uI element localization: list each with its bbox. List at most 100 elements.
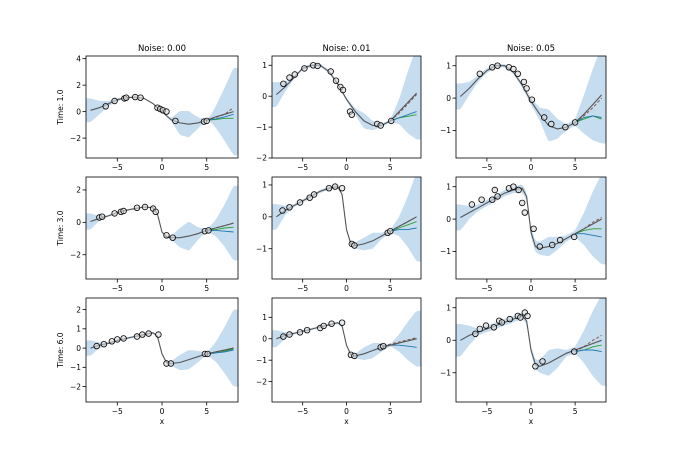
observation-point <box>348 111 355 118</box>
x-tick-label: −5 <box>481 407 492 416</box>
observation-point <box>93 342 100 350</box>
x-tick-label: 5 <box>204 284 209 293</box>
fitted-curve <box>276 64 418 127</box>
observation-point <box>133 204 141 211</box>
observation-point <box>521 209 528 216</box>
observation-point <box>167 360 175 367</box>
x-tick-label: 0 <box>529 163 534 172</box>
y-tick-label: 1 <box>446 303 451 312</box>
confidence-band <box>456 56 606 144</box>
observation-point <box>514 70 521 77</box>
truth-line <box>574 97 602 123</box>
observation-point <box>286 74 293 81</box>
x-tick-label: −5 <box>481 163 492 172</box>
alt-line <box>574 115 602 123</box>
observation-point <box>111 97 118 105</box>
x-tick-label: 0 <box>344 284 349 293</box>
observation-point <box>137 94 144 101</box>
observation-point <box>541 114 548 121</box>
plot-area <box>86 185 238 261</box>
y-tick-label: 0 <box>446 336 451 345</box>
x-tick-label: 5 <box>573 407 578 416</box>
observation-point <box>532 363 539 370</box>
alt-line <box>574 228 602 235</box>
observation-point <box>506 315 513 323</box>
observation-point <box>377 122 384 129</box>
observation-point <box>163 108 170 115</box>
observation-point <box>120 207 127 215</box>
x-tick-label: −5 <box>297 284 308 293</box>
y-tick-label: 0 <box>262 92 267 101</box>
observation-point <box>328 320 335 327</box>
panel-2-2: −5 0 5 −1 0 1 x <box>440 297 607 426</box>
mean-line <box>574 115 602 123</box>
observation-point <box>155 331 162 338</box>
observation-point <box>524 312 531 320</box>
plot-area <box>272 56 421 140</box>
y-tick-label: 0 <box>446 94 451 103</box>
y-tick-label: −1 <box>440 368 451 377</box>
x-tick-label: 5 <box>204 407 209 416</box>
y-tick-label: −2 <box>256 154 267 163</box>
y-tick-label: 2 <box>76 81 81 90</box>
observation-point <box>120 335 127 342</box>
y-axis-label: Time: 1.0 <box>56 89 65 125</box>
observation-point <box>314 62 321 70</box>
observation-point <box>100 341 108 348</box>
alt-line <box>390 221 417 232</box>
observation-point <box>478 196 485 203</box>
x-tick-label: −5 <box>481 284 492 293</box>
observation-point <box>139 331 146 338</box>
observation-point <box>163 232 170 239</box>
y-tick-label: 0 <box>262 334 267 343</box>
observation-point <box>510 65 517 73</box>
plot-area <box>86 309 238 387</box>
observation-point <box>327 68 334 75</box>
observation-point <box>111 210 118 217</box>
panel-title: Noise: 0.00 <box>138 44 186 54</box>
y-tick-label: 2 <box>76 305 81 314</box>
y-tick-label: 0 <box>262 213 267 222</box>
y-axis-label: Time: 3.0 <box>56 210 65 246</box>
observation-point <box>306 194 313 201</box>
plot-area <box>272 177 421 262</box>
plot-area <box>272 310 421 367</box>
observation-point <box>296 329 304 336</box>
x-tick-label: 0 <box>160 407 165 416</box>
observation-point <box>303 327 311 334</box>
observation-point <box>280 333 287 340</box>
y-tick-label: −1 <box>440 126 451 135</box>
observation-point <box>549 241 556 249</box>
y-tick-label: 1 <box>262 313 267 322</box>
confidence-band <box>86 185 238 261</box>
observation-point <box>489 64 496 71</box>
confidence-band <box>456 298 606 386</box>
y-tick-label: 4 <box>76 54 81 63</box>
x-tick-label: −5 <box>112 163 123 172</box>
mean-line <box>206 113 234 121</box>
observation-point <box>472 330 479 337</box>
x-tick-label: 0 <box>160 163 165 172</box>
observation-point <box>108 338 116 345</box>
observation-point <box>519 199 526 207</box>
observation-point <box>476 70 483 77</box>
observation-point <box>515 186 522 194</box>
observation-point <box>301 65 308 72</box>
observation-point <box>280 80 287 87</box>
y-tick-label: −2 <box>70 250 81 259</box>
mean-line <box>390 111 417 122</box>
panel-0-1: −5 0 5 −2 −1 0 1 Noise: 0.01 <box>256 44 422 172</box>
observation-point <box>204 350 211 358</box>
observation-point <box>279 207 286 214</box>
observation-point <box>517 314 524 321</box>
observation-point <box>548 120 555 128</box>
observation-point <box>122 94 130 101</box>
observation-point <box>205 227 212 234</box>
x-tick-label: 0 <box>529 284 534 293</box>
observation-point <box>520 78 528 86</box>
y-tick-label: 1 <box>262 181 267 190</box>
y-tick-label: 0 <box>446 215 451 224</box>
plot-area <box>456 56 606 144</box>
observation-point <box>152 208 159 215</box>
